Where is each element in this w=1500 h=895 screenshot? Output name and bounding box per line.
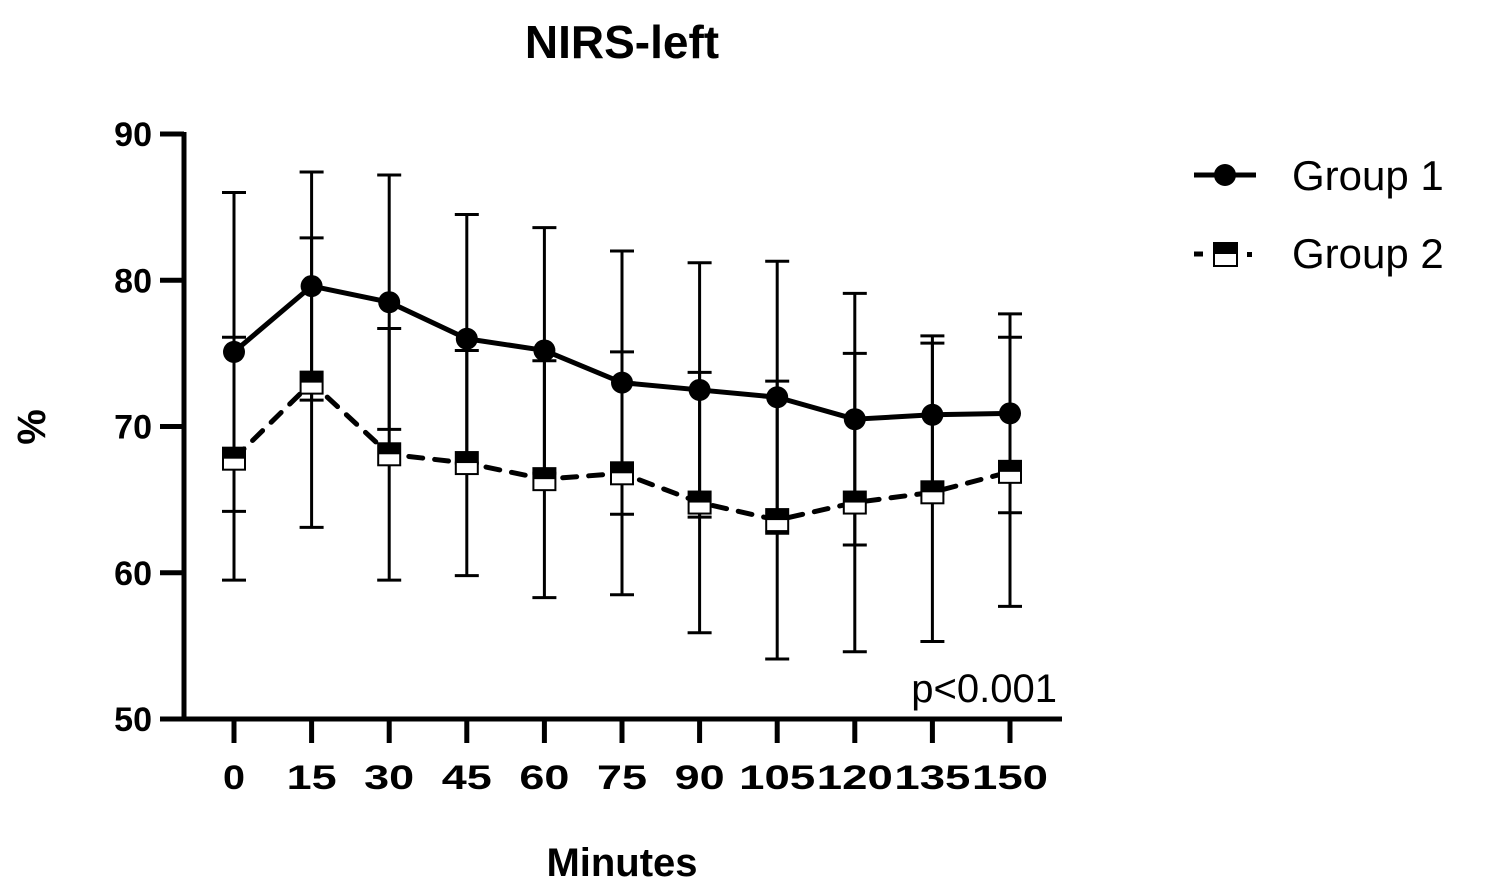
square-marker-top-fill <box>766 509 789 521</box>
data-point-group-1 <box>688 378 711 401</box>
data-point-group-2 <box>454 451 479 476</box>
x-tick-label: 15 <box>287 759 337 797</box>
legend-item-group-2: Group 2 <box>1194 230 1444 277</box>
x-tick-label: 120 <box>817 759 893 797</box>
legend-label-group-2: Group 2 <box>1292 230 1444 277</box>
square-marker-top-fill <box>300 371 323 383</box>
p-value-annotation: p<0.001 <box>911 667 1057 711</box>
legend-label-group-1: Group 1 <box>1292 152 1444 199</box>
data-point-group-2 <box>377 442 402 467</box>
y-tick-labels: 50 60 70 80 90 <box>114 116 152 739</box>
square-marker-top-fill <box>921 481 944 493</box>
data-point-group-2 <box>765 508 790 533</box>
y-tick-label: 70 <box>114 409 152 447</box>
legend-dash-dot <box>1247 252 1252 257</box>
data-point-group-1 <box>611 371 633 394</box>
series-markers <box>222 275 1022 533</box>
data-point-group-1 <box>843 408 866 431</box>
x-tick-label: 75 <box>597 759 647 797</box>
x-tick-label: 60 <box>519 759 569 797</box>
y-tick-label: 90 <box>114 116 152 154</box>
data-point-group-2 <box>222 446 246 471</box>
square-marker-top-fill <box>455 452 478 464</box>
data-point-group-2 <box>842 490 867 515</box>
x-tick-label: 150 <box>972 759 1048 797</box>
square-marker-top-fill <box>1214 243 1237 254</box>
data-point-group-1 <box>999 402 1021 425</box>
data-point-group-1 <box>378 291 401 314</box>
x-tick-label: 105 <box>739 759 815 797</box>
x-tick-label: 0 <box>223 759 245 797</box>
legend: Group 1 Group 2 <box>1194 152 1444 277</box>
x-tick-label: 45 <box>442 759 492 797</box>
x-tick-label: 90 <box>675 759 725 797</box>
x-tick-label: 135 <box>894 759 970 797</box>
x-axis-label: Minutes <box>546 841 697 885</box>
y-tick-label: 80 <box>114 262 152 300</box>
square-marker-top-fill <box>533 468 556 480</box>
square-marker-top-fill <box>611 462 633 474</box>
data-point-group-1 <box>455 327 478 350</box>
legend-item-group-1: Group 1 <box>1194 152 1444 199</box>
data-point-group-2 <box>998 459 1022 484</box>
data-point-group-2 <box>610 461 634 486</box>
chart-title: NIRS-left <box>525 16 719 68</box>
square-marker-top-fill <box>378 443 401 455</box>
y-tick-label: 50 <box>114 701 152 739</box>
square-marker-top-fill <box>223 447 245 459</box>
square-marker-top-fill <box>688 491 711 503</box>
square-marker-top-fill <box>843 491 866 503</box>
data-point-group-2 <box>687 490 712 515</box>
data-point-group-2 <box>299 370 324 395</box>
data-point-group-2 <box>532 467 557 492</box>
circle-marker-icon <box>1214 164 1236 186</box>
data-point-group-1 <box>766 386 789 409</box>
x-tick-labels: 0 15 30 45 60 75 90 105 120 135 150 <box>223 759 1048 797</box>
data-point-group-1 <box>300 275 323 298</box>
square-marker-top-fill <box>999 460 1021 472</box>
data-point-group-1 <box>533 339 556 362</box>
data-point-group-2 <box>920 480 945 505</box>
x-tick-label: 30 <box>364 759 414 797</box>
y-tick-label: 60 <box>114 555 152 593</box>
y-axis-label: % <box>10 409 54 445</box>
axes <box>160 131 1062 743</box>
data-point-group-1 <box>223 340 245 363</box>
data-point-group-1 <box>921 403 944 426</box>
